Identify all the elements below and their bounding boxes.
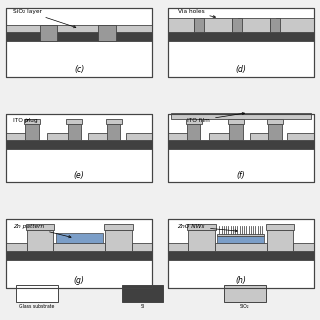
Bar xyxy=(293,243,314,251)
Bar xyxy=(107,124,120,140)
Text: ITO film: ITO film xyxy=(187,112,244,123)
Text: (f): (f) xyxy=(236,171,245,180)
Bar xyxy=(6,114,152,182)
Bar xyxy=(266,224,294,230)
Bar xyxy=(40,25,58,41)
Text: (d): (d) xyxy=(236,65,246,74)
Text: Glass substrate: Glass substrate xyxy=(19,304,54,309)
Bar xyxy=(168,32,314,41)
Bar xyxy=(6,32,152,41)
Bar xyxy=(24,119,40,124)
Bar xyxy=(267,119,283,124)
Bar xyxy=(168,219,314,288)
Text: (c): (c) xyxy=(74,65,84,74)
Bar xyxy=(68,124,81,140)
Bar xyxy=(168,219,314,288)
Bar xyxy=(168,8,314,77)
Bar xyxy=(16,285,58,302)
Bar xyxy=(250,133,273,140)
Bar xyxy=(229,124,243,140)
Text: Si: Si xyxy=(140,304,144,309)
Bar xyxy=(88,133,111,140)
Bar xyxy=(215,243,267,251)
Bar xyxy=(187,124,200,140)
Text: Via holes: Via holes xyxy=(178,9,215,18)
Bar xyxy=(188,224,216,230)
Bar xyxy=(126,133,152,140)
Bar xyxy=(270,18,280,32)
Text: (g): (g) xyxy=(74,276,84,285)
Bar xyxy=(168,133,188,140)
Bar xyxy=(168,18,194,32)
Bar xyxy=(6,25,152,32)
Bar xyxy=(217,234,264,236)
Bar xyxy=(217,236,264,243)
Bar xyxy=(268,124,282,140)
Bar xyxy=(6,219,152,288)
Text: ITO plug: ITO plug xyxy=(13,118,37,123)
Bar xyxy=(56,233,103,243)
Bar xyxy=(6,8,152,77)
Bar xyxy=(106,119,122,124)
Bar xyxy=(6,8,152,77)
Bar xyxy=(228,119,244,124)
Bar xyxy=(168,114,314,182)
Bar xyxy=(105,230,132,251)
Bar xyxy=(168,8,314,77)
Bar xyxy=(122,285,163,302)
Bar xyxy=(232,18,242,32)
Text: ZnO NWs: ZnO NWs xyxy=(178,224,237,232)
Bar xyxy=(200,18,232,32)
Bar xyxy=(171,113,311,119)
Bar xyxy=(6,140,152,149)
Bar xyxy=(98,25,116,41)
Bar xyxy=(132,243,152,251)
Bar xyxy=(238,18,270,32)
Bar xyxy=(168,114,314,182)
Bar xyxy=(6,133,27,140)
Bar xyxy=(287,133,314,140)
Bar xyxy=(168,243,188,251)
Bar xyxy=(194,18,204,32)
Text: Zn pattern: Zn pattern xyxy=(13,224,71,238)
Bar xyxy=(25,124,39,140)
Bar xyxy=(168,251,314,260)
Bar xyxy=(267,230,293,251)
Bar xyxy=(66,119,82,124)
Text: SiO₂: SiO₂ xyxy=(240,304,250,309)
Bar xyxy=(53,243,105,251)
Bar xyxy=(6,251,152,260)
Bar xyxy=(168,140,314,149)
Bar xyxy=(6,219,152,288)
Bar xyxy=(27,230,53,251)
Text: (h): (h) xyxy=(236,276,246,285)
Bar xyxy=(6,114,152,182)
Text: SiO₂ layer: SiO₂ layer xyxy=(13,9,76,28)
Bar xyxy=(188,230,215,251)
Bar xyxy=(104,224,132,230)
Bar xyxy=(6,243,27,251)
Bar xyxy=(276,18,314,32)
Bar xyxy=(26,224,54,230)
Bar xyxy=(186,119,202,124)
Bar xyxy=(47,133,70,140)
Bar xyxy=(224,285,266,302)
Text: (e): (e) xyxy=(74,171,84,180)
Bar xyxy=(209,133,232,140)
